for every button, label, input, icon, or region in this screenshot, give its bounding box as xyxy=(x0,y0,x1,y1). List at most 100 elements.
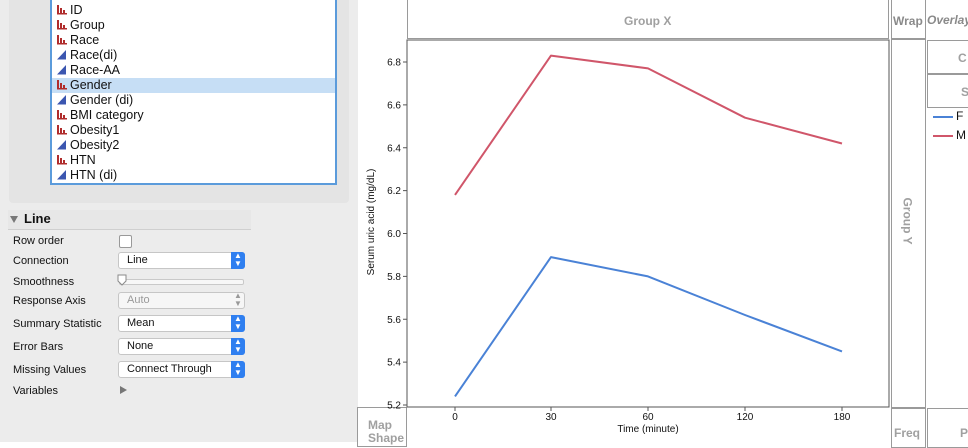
column-item-label: Race(di) xyxy=(70,48,118,62)
nominal-icon xyxy=(56,34,68,45)
nominal-icon xyxy=(56,154,68,165)
summary-statistic-label: Summary Statistic xyxy=(13,318,102,330)
column-item-label: Race-AA xyxy=(70,63,121,77)
row-order-checkbox[interactable] xyxy=(119,235,132,248)
x-tick-label: 180 xyxy=(834,412,851,423)
y-tick-label: 6.0 xyxy=(387,229,401,240)
summary-statistic-select[interactable]: Mean ▲ ▼ xyxy=(118,315,245,332)
response-axis-label: Response Axis xyxy=(13,295,86,307)
y-axis-label: Serum uric acid (mg/dL) xyxy=(366,169,377,276)
page-zone[interactable]: P xyxy=(927,408,968,448)
missing-values-select[interactable]: Connect Through ▲ ▼ xyxy=(118,361,245,378)
y-tick-label: 6.4 xyxy=(387,143,401,154)
column-item[interactable]: Race-AA xyxy=(52,63,335,78)
size-zone[interactable]: S xyxy=(927,74,968,108)
wrap-label: Wrap xyxy=(893,14,923,28)
column-item-label: BMI category xyxy=(70,108,144,122)
variables-label: Variables xyxy=(13,385,59,397)
column-item[interactable]: Race(di) xyxy=(52,48,335,63)
response-axis-value: Auto xyxy=(127,294,150,306)
select-arrows-icon: ▲ ▼ xyxy=(231,252,245,269)
nominal-icon xyxy=(56,4,68,15)
freq-label: Freq xyxy=(894,426,921,440)
series-line-m xyxy=(454,54,843,196)
column-item[interactable]: Gender (di) xyxy=(52,93,335,108)
nominal-icon xyxy=(56,124,68,135)
legend-label-m: M xyxy=(956,128,966,142)
column-list-container: ID Group Race Race(di) Race-AA Gender Ge… xyxy=(9,0,349,203)
line-chart[interactable]: 5.2 5.4 5.6 5.8 6.0 6.2 6.4 6.6 6.8 0 30 60 120 180 Ti… xyxy=(355,39,891,442)
expand-triangle-icon[interactable] xyxy=(120,386,127,394)
slider-knob-icon[interactable] xyxy=(117,274,127,286)
x-tick-label: 0 xyxy=(452,412,458,423)
select-arrows-icon: ▲ ▼ xyxy=(231,338,245,355)
continuous-icon xyxy=(56,49,68,60)
y-tick-label: 6.8 xyxy=(387,58,401,69)
line-section-header[interactable]: Line xyxy=(8,210,251,230)
smoothness-slider-track[interactable] xyxy=(119,279,244,285)
missing-values-value: Connect Through xyxy=(127,363,212,375)
group-x-label: Group X xyxy=(624,14,672,28)
nominal-icon xyxy=(56,109,68,120)
select-arrows-icon: ▲ ▼ xyxy=(231,315,245,332)
overlay-label[interactable]: Overlay xyxy=(927,13,968,27)
column-item-label: HTN (di) xyxy=(70,168,118,182)
page-zone-label: P xyxy=(960,426,968,440)
series-line-f xyxy=(454,256,843,397)
y-tick-label: 6.6 xyxy=(387,100,401,111)
column-item[interactable]: ID xyxy=(52,3,335,18)
size-zone-label: S xyxy=(961,85,968,99)
error-bars-label: Error Bars xyxy=(13,341,64,353)
column-list[interactable]: ID Group Race Race(di) Race-AA Gender Ge… xyxy=(50,0,337,185)
map-shape-zone[interactable]: Map Shape xyxy=(357,407,407,447)
left-panel: ID Group Race Race(di) Race-AA Gender Ge… xyxy=(0,0,358,442)
freq-zone[interactable]: Freq xyxy=(891,408,926,448)
summary-statistic-value: Mean xyxy=(127,317,155,329)
smoothness-label: Smoothness xyxy=(13,276,75,288)
column-item[interactable]: BMI category xyxy=(52,108,335,123)
column-item-selected[interactable]: Gender xyxy=(52,78,335,93)
column-item[interactable]: Obesity2 xyxy=(52,138,335,153)
column-item-label: Race xyxy=(70,33,100,47)
nominal-icon xyxy=(56,79,68,90)
connection-label: Connection xyxy=(13,255,69,267)
wrap-zone[interactable]: Wrap xyxy=(891,0,926,39)
column-item-label: ID xyxy=(70,3,83,17)
nominal-icon xyxy=(56,19,68,30)
color-zone[interactable]: C xyxy=(927,40,968,74)
continuous-icon xyxy=(56,64,68,75)
map-shape-label: Map Shape xyxy=(368,418,405,445)
y-tick-label: 5.2 xyxy=(387,401,401,412)
connection-value: Line xyxy=(127,254,148,266)
group-y-label: Group Y xyxy=(900,197,915,245)
column-item-label: Obesity1 xyxy=(70,123,120,137)
y-tick-label: 5.8 xyxy=(387,272,401,283)
column-item[interactable]: HTN xyxy=(52,153,335,168)
column-item[interactable]: HTN (di) xyxy=(52,168,335,183)
plot-frame xyxy=(406,39,890,408)
column-item-label: Group xyxy=(70,18,105,32)
column-item[interactable]: Race xyxy=(52,33,335,48)
y-tick-label: 6.2 xyxy=(387,186,401,197)
legend-swatch-m xyxy=(933,135,953,137)
column-item-label: Obesity2 xyxy=(70,138,120,152)
x-tick-label: 30 xyxy=(545,412,557,423)
response-axis-select[interactable]: Auto ▲ ▼ xyxy=(118,292,245,309)
connection-select[interactable]: Line ▲ ▼ xyxy=(118,252,245,269)
error-bars-value: None xyxy=(127,340,154,352)
continuous-icon xyxy=(56,169,68,180)
column-item[interactable]: Group xyxy=(52,18,335,33)
color-zone-label: C xyxy=(958,51,967,65)
x-tick-label: 120 xyxy=(737,412,754,423)
continuous-icon xyxy=(56,139,68,150)
x-tick-label: 60 xyxy=(642,412,654,423)
missing-values-label: Missing Values xyxy=(13,364,87,376)
disclosure-triangle-icon[interactable] xyxy=(10,216,18,223)
group-y-zone[interactable]: Group Y xyxy=(891,39,926,408)
row-order-label: Row order xyxy=(13,235,64,247)
select-arrows-icon: ▲ ▼ xyxy=(234,291,242,308)
column-item[interactable]: Obesity1 xyxy=(52,123,335,138)
error-bars-select[interactable]: None ▲ ▼ xyxy=(118,338,245,355)
group-x-zone[interactable]: Group X xyxy=(407,0,889,39)
column-item-label: HTN xyxy=(70,153,96,167)
